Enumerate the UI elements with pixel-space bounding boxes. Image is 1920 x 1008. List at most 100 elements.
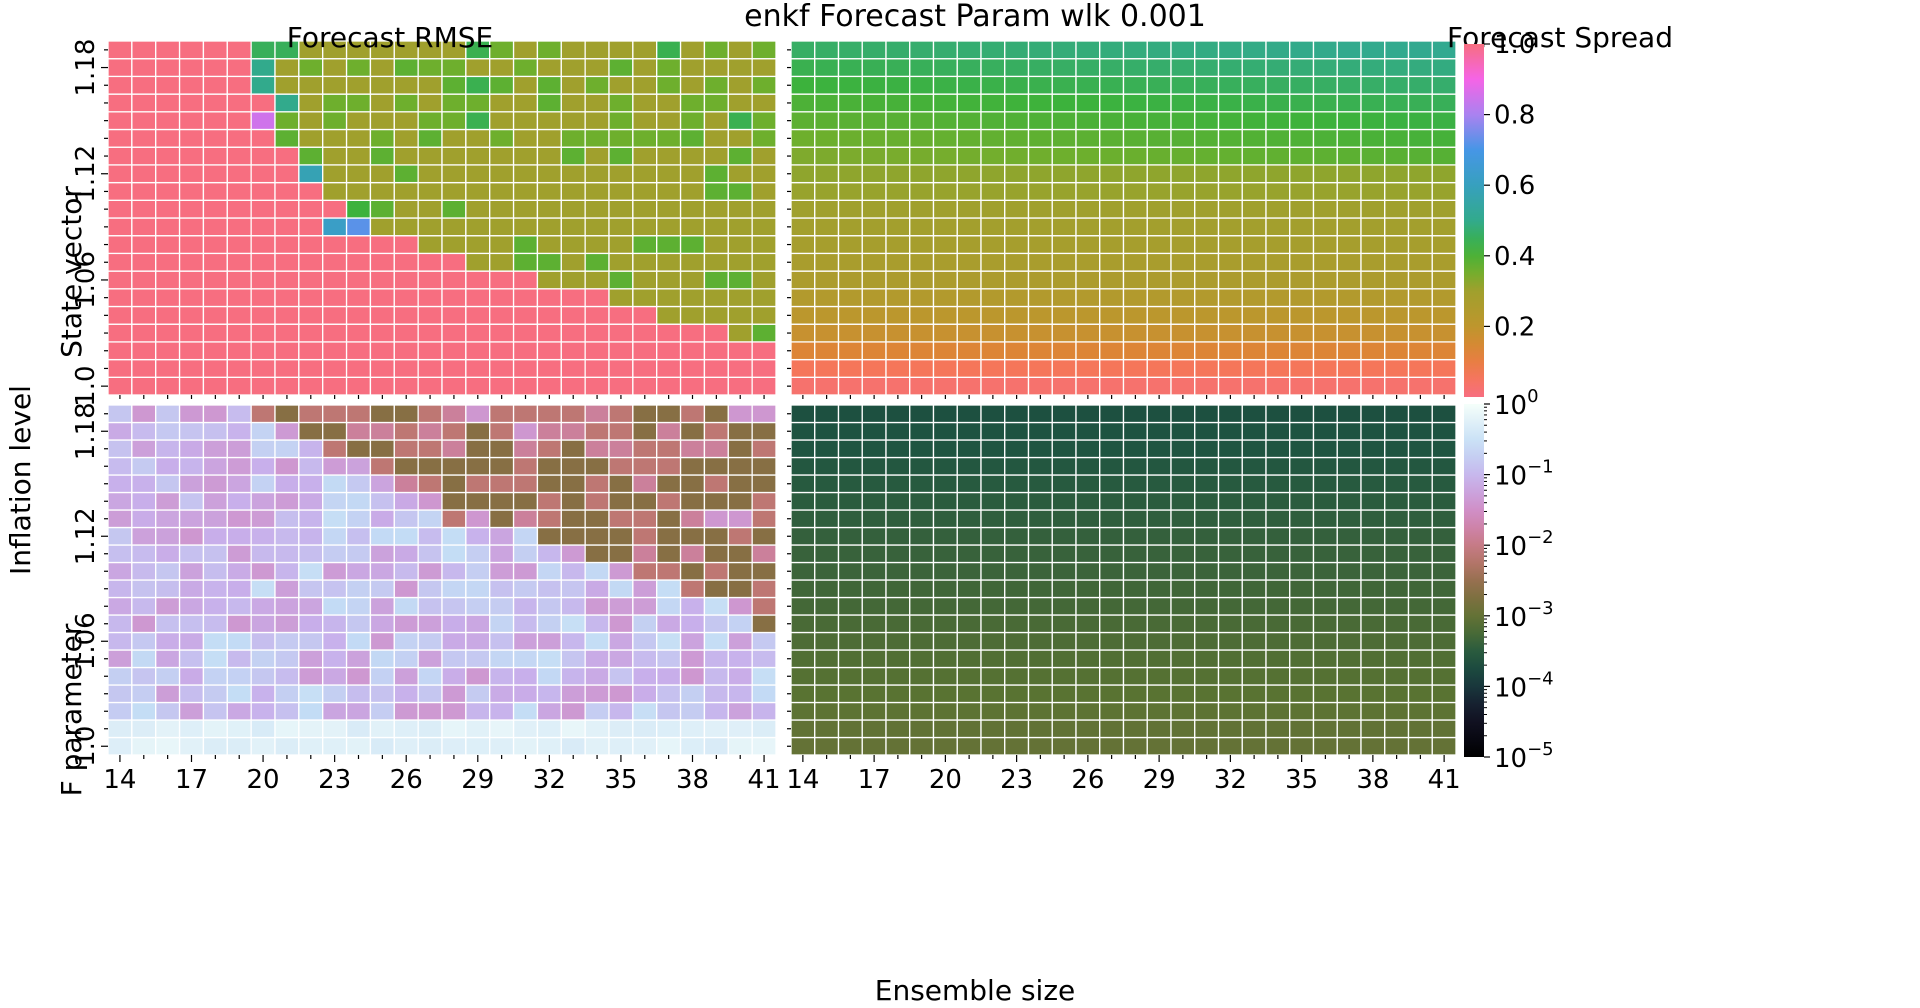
heatmap-cell xyxy=(1194,341,1220,361)
heatmap-cell xyxy=(155,358,181,378)
heatmap-cell xyxy=(178,474,205,494)
heatmap-cell xyxy=(679,614,706,634)
heatmap-cell xyxy=(1217,58,1243,78)
heatmap-cell xyxy=(1407,456,1433,476)
heatmap-cell xyxy=(861,404,887,424)
heatmap-cell xyxy=(1027,323,1053,343)
heatmap-cell xyxy=(703,491,729,511)
heatmap-cell xyxy=(298,75,324,95)
heatmap-cell xyxy=(131,111,157,131)
heatmap-cell xyxy=(1004,474,1030,494)
heatmap-cell xyxy=(298,701,324,721)
heatmap-cell xyxy=(369,75,395,95)
heatmap-cell xyxy=(1384,421,1410,441)
heatmap-cell xyxy=(512,404,539,424)
heatmap-cell xyxy=(560,181,586,201)
heatmap-cell xyxy=(656,526,682,546)
heatmap-cell xyxy=(751,164,777,184)
heatmap-cell xyxy=(1170,270,1196,290)
heatmap-cell xyxy=(703,199,729,219)
heatmap-cell xyxy=(837,128,863,148)
heatmap-cell xyxy=(274,456,300,476)
heatmap-cell xyxy=(980,544,1006,564)
heatmap-cell xyxy=(250,217,276,237)
heatmap-cell xyxy=(322,631,348,651)
heatmap-cell xyxy=(536,164,562,184)
x-tick-label: 23 xyxy=(318,765,351,795)
heatmap-cell xyxy=(790,439,816,459)
heatmap-cell xyxy=(837,146,863,166)
heatmap-cell xyxy=(1051,376,1077,396)
heatmap-cell xyxy=(1360,305,1386,325)
heatmap-cell xyxy=(560,544,586,564)
heatmap-cell xyxy=(1004,146,1030,166)
heatmap-cell xyxy=(1289,75,1315,95)
heatmap-cell xyxy=(1217,701,1243,721)
heatmap-cell xyxy=(274,439,300,459)
heatmap-cell xyxy=(632,701,658,721)
heatmap-cell xyxy=(274,421,300,441)
heatmap-cell xyxy=(1075,509,1101,529)
heatmap-cell xyxy=(155,341,181,361)
heatmap-cell xyxy=(131,93,157,113)
heatmap-cell xyxy=(345,128,372,148)
heatmap-cell xyxy=(727,93,753,113)
heatmap-cell xyxy=(679,235,706,255)
heatmap-cell xyxy=(489,305,515,325)
heatmap-cell xyxy=(1099,614,1125,634)
heatmap-cell xyxy=(790,217,816,237)
heatmap-cell xyxy=(679,579,706,599)
heatmap-cell xyxy=(393,305,419,325)
heatmap-cell xyxy=(369,58,395,78)
heatmap-cell xyxy=(512,93,539,113)
heatmap-cell xyxy=(274,146,300,166)
heatmap-cell xyxy=(512,561,539,581)
heatmap-cell xyxy=(584,439,610,459)
heatmap-cell xyxy=(751,631,777,651)
heatmap-cell xyxy=(679,93,706,113)
heatmap-cell xyxy=(1075,288,1101,308)
heatmap-cell xyxy=(956,421,982,441)
heatmap-cell xyxy=(441,270,467,290)
heatmap-cell xyxy=(345,199,372,219)
heatmap-cell xyxy=(393,164,419,184)
heatmap-cell xyxy=(632,544,658,564)
heatmap-cell xyxy=(885,358,911,378)
heatmap-cell xyxy=(1241,701,1267,721)
heatmap-cell xyxy=(656,736,682,756)
heatmap-cell xyxy=(274,199,300,219)
heatmap-cell xyxy=(1289,439,1315,459)
heatmap-cell xyxy=(932,579,958,599)
heatmap-cell xyxy=(322,456,348,476)
heatmap-cell xyxy=(1431,111,1457,131)
heatmap-cell xyxy=(1194,719,1220,739)
heatmap-cell xyxy=(1146,684,1172,704)
heatmap-cell xyxy=(1289,252,1315,272)
heatmap-cell xyxy=(956,75,982,95)
heatmap-cell xyxy=(1431,474,1457,494)
heatmap-cell xyxy=(1099,146,1125,166)
heatmap-cell xyxy=(679,376,706,396)
heatmap-cell xyxy=(1051,75,1077,95)
heatmap-cell xyxy=(1194,474,1220,494)
heatmap-cell xyxy=(1051,128,1077,148)
heatmap-cell xyxy=(1384,404,1410,424)
heatmap-cell xyxy=(322,199,348,219)
heatmap-cell xyxy=(608,579,634,599)
heatmap-cell xyxy=(441,358,467,378)
heatmap-cell xyxy=(107,421,133,441)
heatmap-cell xyxy=(679,288,706,308)
heatmap-cell xyxy=(909,491,935,511)
heatmap-cell xyxy=(1289,270,1315,290)
heatmap-cell xyxy=(980,40,1006,60)
heatmap-cell xyxy=(322,421,348,441)
heatmap-cell xyxy=(417,288,443,308)
heatmap-cell xyxy=(155,719,181,739)
x-tick-label: 20 xyxy=(929,765,962,795)
heatmap-cell xyxy=(1004,358,1030,378)
heatmap-cell xyxy=(1194,181,1220,201)
heatmap-cell xyxy=(1312,579,1338,599)
heatmap-cell xyxy=(837,217,863,237)
heatmap-cell xyxy=(1075,456,1101,476)
heatmap-cell xyxy=(536,526,562,546)
